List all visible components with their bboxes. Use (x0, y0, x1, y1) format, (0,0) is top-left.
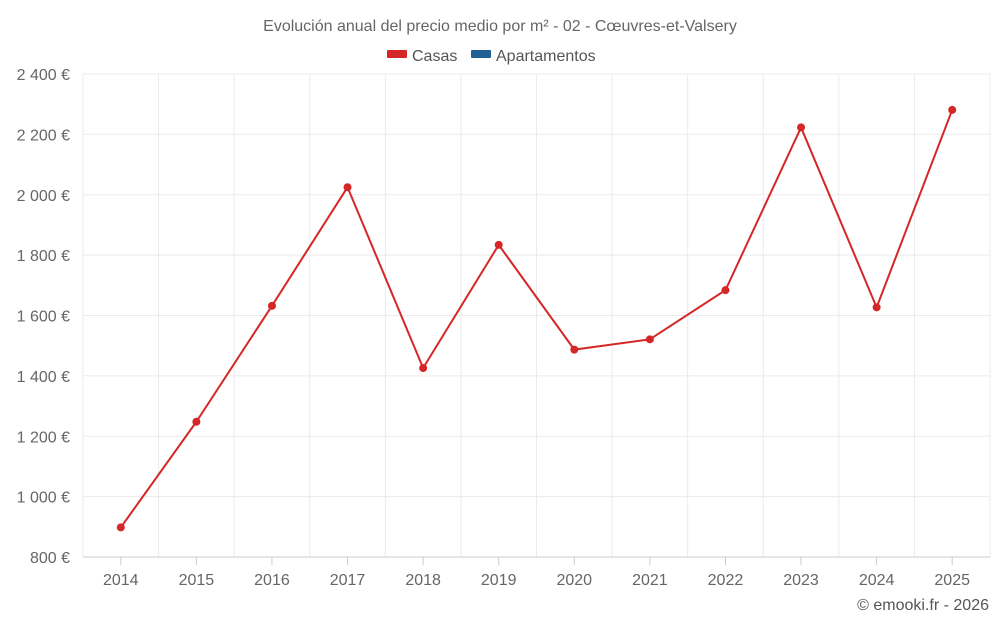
x-tick-label: 2014 (103, 572, 139, 589)
x-tick-label: 2017 (330, 572, 366, 589)
legend: Casas Apartamentos (387, 48, 596, 65)
data-point-casas[interactable] (645, 335, 654, 344)
y-tick-label: 1 600 € (17, 309, 70, 326)
credit-text: © emooki.fr - 2026 (857, 597, 989, 614)
x-tick-label: 2021 (632, 572, 668, 589)
data-point-casas[interactable] (570, 345, 579, 354)
legend-item-apartamentos[interactable]: Apartamentos (471, 48, 596, 65)
x-tick-label: 2022 (708, 572, 744, 589)
data-point-casas[interactable] (494, 240, 503, 249)
data-point-casas[interactable] (797, 123, 806, 132)
legend-swatch-apartamentos (471, 50, 491, 58)
y-tick-label: 1 800 € (17, 248, 70, 265)
y-tick-label: 1 000 € (17, 490, 70, 507)
data-point-casas[interactable] (721, 286, 730, 295)
grid (82, 73, 991, 557)
x-tick-label: 2020 (556, 572, 592, 589)
legend-label-casas: Casas (412, 48, 457, 65)
legend-swatch-casas (387, 50, 407, 58)
x-tick-label: 2025 (934, 572, 970, 589)
y-tick-label: 2 400 € (17, 67, 70, 84)
data-point-casas[interactable] (343, 183, 352, 192)
legend-label-apartamentos: Apartamentos (496, 48, 596, 65)
x-axis-ticks: 2014 2015 2016 2017 2018 2019 2020 2021 2022 2023… (103, 557, 970, 589)
data-point-casas[interactable] (116, 523, 125, 532)
x-tick-label: 2018 (405, 572, 441, 589)
y-tick-label: 2 000 € (17, 188, 70, 205)
chart-title: Evolución anual del precio medio por m² … (263, 18, 737, 35)
x-tick-label: 2023 (783, 572, 819, 589)
legend-item-casas[interactable]: Casas (387, 48, 457, 65)
data-point-casas[interactable] (267, 301, 276, 310)
x-tick-label: 2016 (254, 572, 290, 589)
y-axis-ticks: 800 € 1 000 € 1 200 € 1 400 € 1 600 € 1 800 €… (17, 67, 70, 567)
y-tick-label: 800 € (30, 550, 70, 567)
series-casas (116, 105, 957, 532)
data-point-casas[interactable] (192, 417, 201, 426)
x-tick-label: 2024 (859, 572, 895, 589)
data-point-casas[interactable] (419, 364, 428, 373)
y-tick-label: 1 400 € (17, 369, 70, 386)
series-line-casas (119, 109, 954, 528)
x-tick-label: 2019 (481, 572, 517, 589)
y-tick-label: 2 200 € (17, 127, 70, 144)
data-point-casas[interactable] (872, 303, 881, 312)
data-point-casas[interactable] (948, 105, 957, 114)
x-tick-label: 2015 (179, 572, 215, 589)
y-tick-label: 1 200 € (17, 429, 70, 446)
